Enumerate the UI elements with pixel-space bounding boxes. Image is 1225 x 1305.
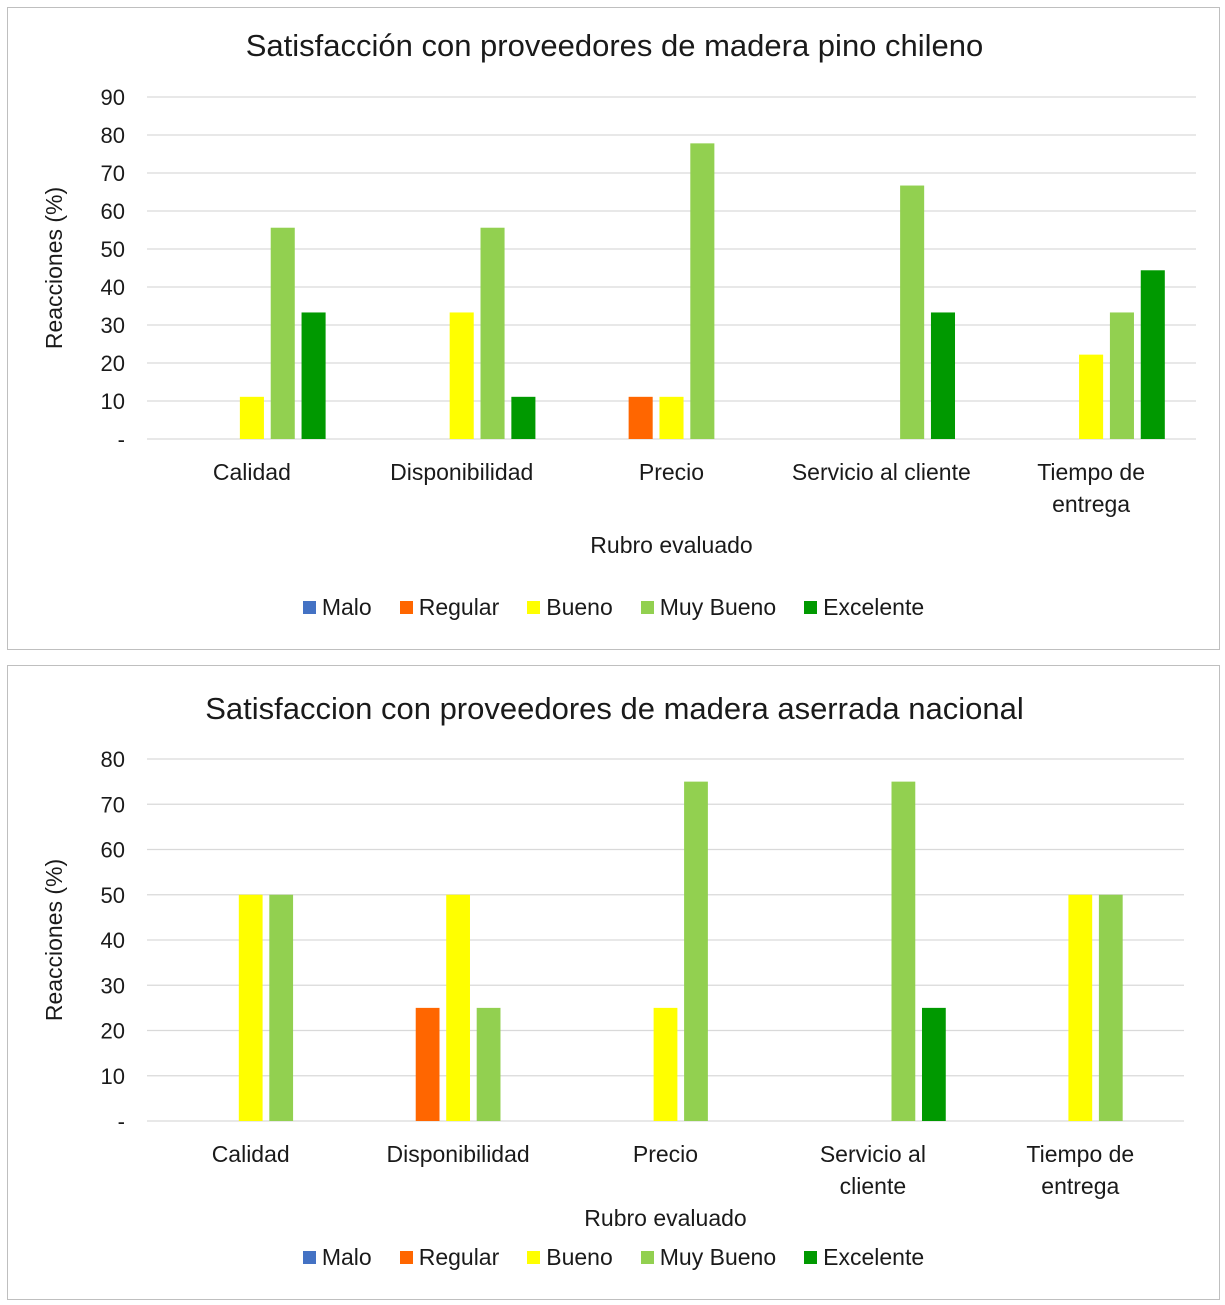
x-category-label: Precio [633, 1141, 698, 1167]
legend-item-bueno: Bueno [527, 594, 613, 621]
legend-swatch [399, 601, 413, 614]
y-tick-label: 80 [101, 747, 125, 772]
bar-bueno [1068, 894, 1093, 1121]
legend-swatch [527, 601, 541, 614]
x-category-label: Tiempo de entrega [1037, 459, 1145, 517]
legend-label: Regular [418, 1244, 500, 1270]
y-tick-label: 50 [101, 883, 125, 908]
chart-title: Satisfaccion con proveedores de madera a… [205, 691, 1024, 726]
chart-plot-pino-chileno: Satisfacción con proveedores de madera p… [41, 28, 1196, 558]
legend-item-malo: Malo [302, 594, 372, 621]
bar-muy-bueno [476, 1007, 501, 1121]
x-category-label: Tiempo de entrega [1026, 1141, 1134, 1199]
legend-label: Bueno [546, 1244, 613, 1270]
y-tick-label: 10 [101, 1064, 125, 1089]
legend-swatch [302, 1251, 316, 1264]
legend-item-muy-bueno: Muy Bueno [640, 594, 777, 621]
x-category-label: Precio [639, 459, 704, 485]
bar-regular [628, 396, 653, 439]
legend-swatch [804, 1251, 818, 1264]
legend-pino-chileno: Malo Regular Bueno Muy Bueno Excelente [8, 594, 1219, 621]
legend-item-regular: Regular [399, 1244, 500, 1271]
legend-item-regular: Regular [399, 594, 500, 621]
y-tick-label: 70 [101, 792, 125, 817]
y-tick-label: 10 [101, 389, 125, 414]
legend-label: Muy Bueno [659, 594, 777, 620]
y-tick-label: 20 [101, 1019, 125, 1044]
y-tick-label: 40 [101, 928, 125, 953]
x-category-label: Servicio al cliente [820, 1141, 926, 1199]
x-axis-label: Rubro evaluado [584, 1205, 746, 1231]
legend-item-excelente: Excelente [804, 594, 924, 621]
bar-muy-bueno [1109, 312, 1134, 439]
y-axis-label: Reacciones (%) [41, 859, 67, 1021]
bar-muy-bueno [480, 227, 505, 439]
bar-muy-bueno [1098, 894, 1123, 1121]
bar-excelente [511, 396, 536, 439]
bar-muy-bueno [891, 781, 916, 1121]
x-category-label: Calidad [213, 459, 291, 485]
bar-muy-bueno [684, 781, 708, 1121]
legend-item-excelente: Excelente [804, 1244, 924, 1271]
legend-label: Excelente [823, 594, 925, 620]
chart-aserrada-nacional: Satisfaccion con proveedores de madera a… [7, 665, 1220, 1300]
x-category-label: Disponibilidad [386, 1141, 529, 1167]
legend-swatch [640, 601, 654, 614]
y-tick-label: 90 [101, 85, 125, 110]
bar-bueno [238, 894, 263, 1121]
bar-muy-bueno [900, 185, 925, 439]
bar-bueno [449, 312, 474, 439]
legend-label: Malo [321, 594, 372, 620]
y-tick-label: - [118, 427, 125, 452]
y-tick-label: 80 [101, 123, 125, 148]
legend-swatch [640, 1251, 654, 1264]
legend-item-muy-bueno: Muy Bueno [640, 1244, 777, 1271]
x-category-label: Servicio al cliente [792, 459, 971, 485]
bar-excelente [301, 312, 326, 439]
bar-muy-bueno [690, 143, 715, 440]
bar-bueno [446, 894, 470, 1121]
legend-swatch [804, 601, 818, 614]
legend-label: Bueno [546, 594, 613, 620]
x-category-label: Calidad [212, 1141, 290, 1167]
bar-muy-bueno [270, 227, 295, 439]
bar-excelente [921, 1007, 946, 1121]
y-tick-label: 50 [101, 237, 125, 262]
y-tick-label: 30 [101, 313, 125, 338]
chart-title: Satisfacción con proveedores de madera p… [246, 28, 984, 63]
y-tick-label: 20 [101, 351, 125, 376]
chart-pino-chileno: Satisfacción con proveedores de madera p… [7, 7, 1220, 650]
legend-label: Malo [321, 1244, 372, 1270]
legend-label: Regular [418, 594, 500, 620]
y-axis-label: Reacciones (%) [41, 187, 67, 349]
y-tick-label: 60 [101, 838, 125, 863]
legend-aserrada-nacional: Malo Regular Bueno Muy Bueno Excelente [8, 1244, 1219, 1271]
bar-excelente [930, 312, 956, 439]
x-axis-label: Rubro evaluado [590, 532, 752, 558]
y-tick-label: 70 [101, 161, 125, 186]
legend-label: Excelente [823, 1244, 925, 1270]
chart-plot-aserrada-nacional: Satisfaccion con proveedores de madera a… [41, 691, 1184, 1231]
x-category-label: Disponibilidad [390, 459, 533, 485]
y-tick-label: - [118, 1109, 125, 1134]
legend-swatch [527, 1251, 541, 1264]
bar-regular [415, 1007, 440, 1121]
legend-swatch [302, 601, 316, 614]
bar-bueno [653, 1007, 678, 1121]
y-tick-label: 60 [101, 199, 125, 224]
bar-bueno [239, 396, 264, 439]
legend-item-malo: Malo [302, 1244, 372, 1271]
legend-label: Muy Bueno [659, 1244, 777, 1270]
legend-swatch [399, 1251, 413, 1264]
bar-bueno [659, 396, 684, 439]
y-tick-label: 30 [101, 973, 125, 998]
bar-bueno [1079, 354, 1104, 439]
y-tick-label: 40 [101, 275, 125, 300]
legend-item-bueno: Bueno [527, 1244, 613, 1271]
bar-muy-bueno [269, 894, 294, 1121]
bar-excelente [1140, 270, 1165, 439]
